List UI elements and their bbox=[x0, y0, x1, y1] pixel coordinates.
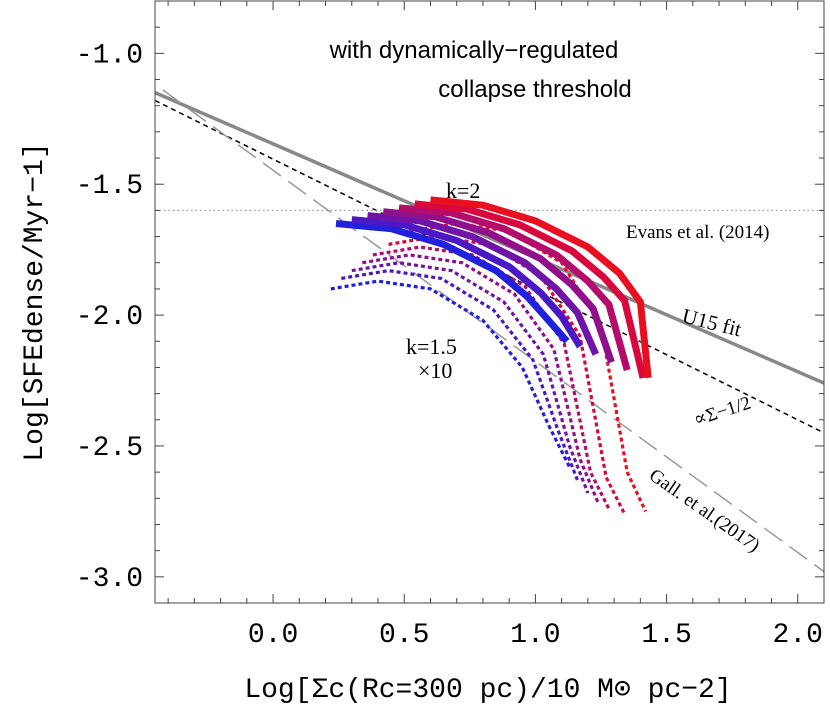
solid-curve-0 bbox=[335, 220, 570, 344]
solid-curve-3 bbox=[382, 208, 615, 364]
plot-frame bbox=[154, 0, 825, 604]
dotted-curve-4 bbox=[372, 245, 611, 510]
reference-line-0 bbox=[154, 90, 825, 385]
chart-title-line2: collapse threshold bbox=[438, 76, 631, 103]
x-axis-label: Log[Σc(Rc=300 pc)/10 M⊙ pc−2] bbox=[244, 675, 731, 704]
x-tick-label: 1.0 bbox=[510, 620, 560, 651]
y-tick-label: -2.5 bbox=[76, 433, 143, 464]
dotted-curve-1 bbox=[341, 268, 579, 481]
y-tick-label: -1.5 bbox=[76, 171, 143, 202]
label-gall: Gall. et al.(2017) bbox=[645, 465, 763, 557]
solid-curve-1 bbox=[351, 216, 583, 349]
solid-curve-2 bbox=[367, 212, 600, 356]
y-tick-label: -2.0 bbox=[76, 302, 143, 333]
y-axis-label: Log[SFEdense/Myr−1] bbox=[20, 142, 51, 461]
x-tick-label: 0.0 bbox=[248, 620, 298, 651]
label-k-bottom: k=1.5 bbox=[406, 334, 457, 359]
dotted-curve-0 bbox=[330, 279, 571, 468]
chart-title-line1: with dynamically−regulated bbox=[329, 37, 619, 64]
solid-curve-4 bbox=[398, 204, 631, 372]
label-k-top: k=2 bbox=[446, 178, 480, 203]
x-tick-label: 0.5 bbox=[379, 620, 429, 651]
x-tick-label: 1.5 bbox=[641, 620, 691, 651]
label-power-law: ∝Σ−1/2 bbox=[691, 393, 754, 431]
label-evans: Evans et al. (2014) bbox=[626, 222, 770, 243]
y-tick-label: -1.0 bbox=[76, 40, 143, 71]
label-factor: ×10 bbox=[418, 358, 452, 383]
y-tick-label: -3.0 bbox=[76, 564, 143, 595]
solid-curve-6 bbox=[430, 196, 652, 379]
axis-ticks: 0.0 0.5 1.0 1.5 2.0 -1.0 -1.5 -2.0 -2.5 -3.0 bbox=[76, 0, 825, 651]
model-curves bbox=[330, 196, 652, 515]
dotted-curve-3 bbox=[362, 253, 600, 505]
x-tick-label: 2.0 bbox=[773, 620, 823, 651]
solid-curve-5 bbox=[414, 200, 647, 379]
dotted-curve-2 bbox=[351, 261, 590, 494]
